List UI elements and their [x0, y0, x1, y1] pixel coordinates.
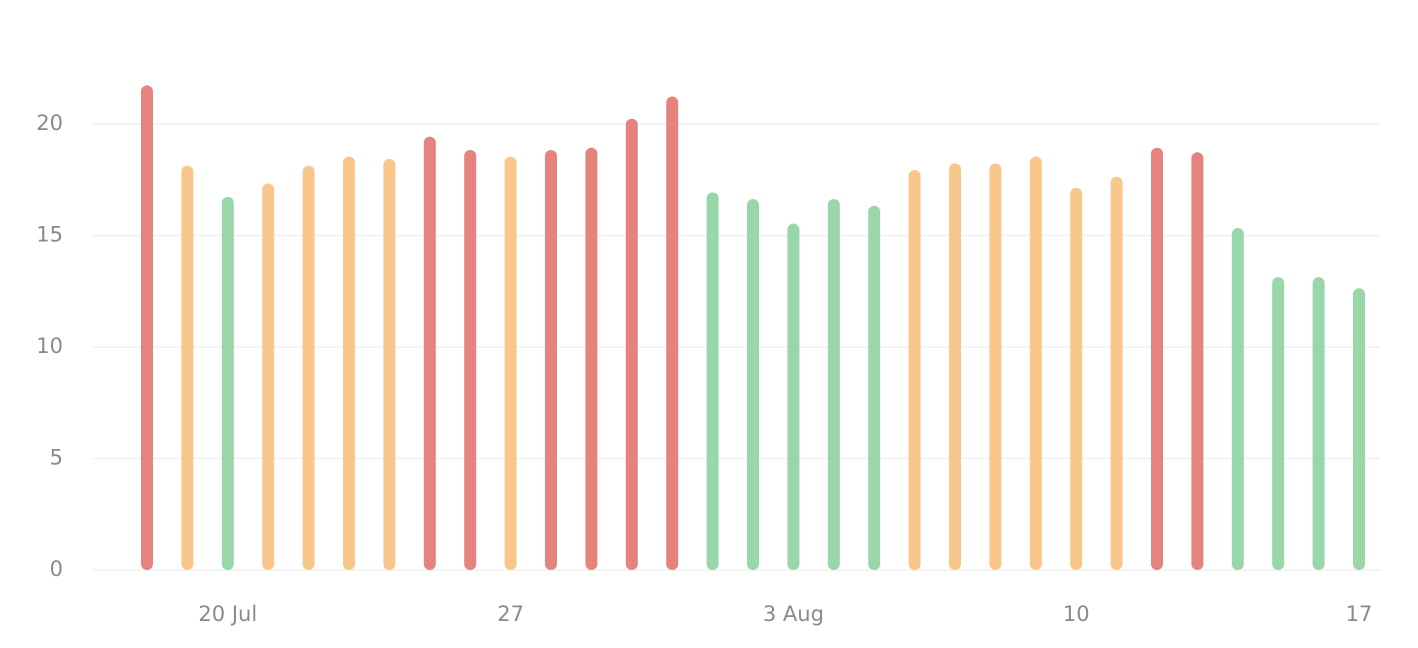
bar	[1272, 277, 1285, 570]
bar	[262, 183, 275, 570]
bar	[343, 156, 355, 570]
bar	[1191, 152, 1204, 570]
bar	[949, 163, 961, 570]
bar	[1151, 147, 1163, 570]
bar	[221, 196, 234, 570]
bar	[423, 136, 436, 571]
y-tick-label: 10	[36, 334, 63, 358]
bar	[747, 199, 759, 571]
bar	[1231, 228, 1244, 571]
y-tick-label: 5	[50, 446, 63, 470]
bar	[827, 199, 840, 571]
bar	[1110, 176, 1123, 570]
bar	[585, 147, 598, 570]
x-tick-label: 3 Aug	[763, 602, 824, 626]
bar	[868, 205, 881, 571]
bar	[989, 163, 1002, 570]
bar	[383, 158, 396, 570]
bar	[181, 165, 194, 570]
y-tick-label: 15	[36, 223, 63, 247]
bar	[706, 192, 719, 571]
x-tick-label: 17	[1346, 602, 1373, 626]
bar	[1029, 156, 1042, 570]
y-tick-label: 0	[50, 557, 63, 581]
bar	[1312, 277, 1325, 570]
bar	[141, 85, 153, 570]
x-tick-label: 10	[1063, 602, 1090, 626]
x-tick-label: 27	[497, 602, 524, 626]
bar	[787, 223, 800, 570]
bar	[666, 96, 679, 570]
bar	[302, 165, 315, 570]
bar	[545, 149, 557, 571]
bar	[625, 118, 638, 571]
bar	[908, 170, 921, 570]
bar	[504, 156, 517, 570]
bar	[1070, 187, 1083, 570]
bar	[1353, 288, 1365, 570]
bar	[464, 149, 477, 571]
x-tick-label: 20 Jul	[198, 602, 257, 626]
y-tick-label: 20	[36, 111, 63, 135]
